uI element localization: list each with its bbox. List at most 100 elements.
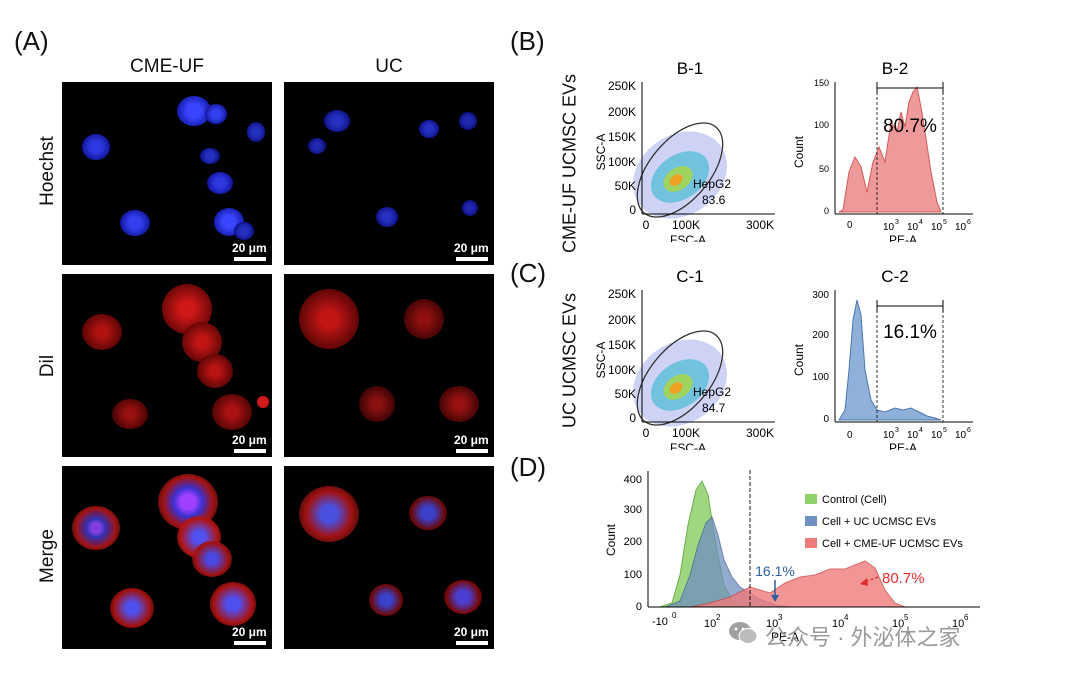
x-tick: 10 xyxy=(832,618,844,630)
legend: Control (Cell) Cell + UC UCMSC EVs Cell … xyxy=(805,494,963,550)
x-tick-exp: 3 xyxy=(778,613,783,622)
b2-percent: 80.7% xyxy=(883,116,937,137)
legend-label: Control (Cell) xyxy=(822,494,887,506)
x-tick: 10 xyxy=(766,618,778,630)
legend-swatch-control xyxy=(805,494,817,504)
scale-bar xyxy=(234,257,266,261)
x-tick: 100K xyxy=(672,426,700,440)
x-tick: 0 xyxy=(643,426,650,440)
legend-label: Cell + CME-UF UCMSC EVs xyxy=(822,538,963,550)
x-tick: 10 xyxy=(907,430,919,441)
scale-bar-label: 20 μm xyxy=(454,241,489,255)
y-tick: 100 xyxy=(812,372,829,383)
y-tick: 100K xyxy=(608,363,636,377)
b1-title: B-1 xyxy=(677,59,703,78)
row-label-cme-uf-evs: CME-UF UCMSC EVs xyxy=(559,74,580,253)
x-tick: 10 xyxy=(907,222,919,233)
row-label-merge: Merge xyxy=(37,529,58,583)
x-tick-exp: 3 xyxy=(895,427,899,434)
annotation-uc-percent: 16.1% xyxy=(755,563,795,579)
x-axis-label: PE-A xyxy=(771,630,799,644)
scale-bar xyxy=(234,641,266,645)
scatter-cloud xyxy=(633,339,727,427)
x-tick-exp: 6 xyxy=(964,613,969,622)
row-label-uc-evs: UC UCMSC EVs xyxy=(559,293,580,429)
x-tick: -10 xyxy=(652,616,668,628)
x-tick: 10 xyxy=(931,430,943,441)
row-label-dil: Dil xyxy=(37,354,58,378)
x-tick-exp: 4 xyxy=(919,219,923,226)
panel-label-b: (B) xyxy=(510,26,545,56)
annotation-cme-percent: 80.7% xyxy=(882,570,925,587)
y-tick: 150K xyxy=(608,338,636,352)
c2-histogram-area xyxy=(838,299,942,421)
y-tick: 250K xyxy=(608,287,636,301)
y-tick: 100 xyxy=(814,120,829,130)
scatter-cloud xyxy=(633,131,727,219)
y-tick: 300 xyxy=(812,290,829,301)
micrograph-dil-cme-uf: 20 μm xyxy=(62,274,272,457)
y-axis-label: SSC-A xyxy=(594,134,608,171)
x-tick-exp: 3 xyxy=(895,219,899,226)
scale-bar-label: 20 μm xyxy=(232,433,267,447)
x-tick: 0 xyxy=(847,220,853,231)
x-tick: 100K xyxy=(672,218,700,232)
y-tick: 200 xyxy=(812,330,829,341)
scale-bar-label: 20 μm xyxy=(232,625,267,639)
y-tick: 0 xyxy=(636,601,642,613)
x-tick-exp: 2 xyxy=(716,613,721,622)
y-tick: 250K xyxy=(608,79,636,93)
y-tick: 400 xyxy=(624,474,642,486)
x-tick: 10 xyxy=(883,430,895,441)
x-axis-label: PE-A xyxy=(889,233,917,242)
micrograph-hoechst-cme-uf: 20 μm xyxy=(62,82,272,265)
legend-swatch-cme xyxy=(805,538,817,548)
gate-hepg2 xyxy=(636,122,724,218)
scale-bar xyxy=(456,449,488,453)
y-tick: 200K xyxy=(608,105,636,119)
scale-bar-label: 20 μm xyxy=(232,241,267,255)
y-axis-label: Count xyxy=(792,135,806,168)
x-axis-label: FSC-A xyxy=(670,233,706,242)
scale-bar xyxy=(456,257,488,261)
b2-histogram-area xyxy=(838,85,942,213)
gate-name: HepG2 xyxy=(693,177,731,191)
y-tick: 150K xyxy=(608,130,636,144)
x-tick: 10 xyxy=(955,430,967,441)
scale-bar xyxy=(456,641,488,645)
x-tick: 0 xyxy=(643,218,650,232)
gate-name: HepG2 xyxy=(693,385,731,399)
y-tick: 100 xyxy=(624,569,642,581)
y-tick: 0 xyxy=(629,411,636,425)
y-axis-label: Count xyxy=(604,523,618,556)
x-axis-label: PE-A xyxy=(889,441,917,450)
y-tick: 0 xyxy=(823,414,829,425)
y-tick: 50K xyxy=(615,179,636,193)
micrograph-merge-uc: 20 μm xyxy=(284,466,494,649)
wechat-logo-icon xyxy=(728,620,758,646)
gate-hepg2 xyxy=(636,330,724,426)
series-cme-area xyxy=(689,560,906,608)
column-label-cme-uf: CME-UF xyxy=(130,56,204,77)
y-tick: 0 xyxy=(824,206,829,216)
micrograph-merge-cme-uf: 20 μm xyxy=(62,466,272,649)
c1-scatter-plot: C-1 0 50K 100K 150K 200K 250K 0 100K 300… xyxy=(594,267,775,450)
x-tick: 10 xyxy=(931,222,943,233)
legend-label: Cell + UC UCMSC EVs xyxy=(822,516,936,528)
scale-bar xyxy=(234,449,266,453)
watermark-text: 公众号 · 外泌体之家 xyxy=(765,625,961,650)
micrograph-hoechst-uc: 20 μm xyxy=(284,82,494,265)
panel-label-a: (A) xyxy=(14,26,49,56)
x-tick: 10 xyxy=(955,222,967,233)
b2-title: B-2 xyxy=(882,59,908,78)
x-axis-label: FSC-A xyxy=(670,441,706,450)
x-tick-exp: 0 xyxy=(672,611,677,620)
x-tick-exp: 4 xyxy=(919,427,923,434)
x-tick-exp: 5 xyxy=(943,219,947,226)
row-label-hoechst: Hoechst xyxy=(37,136,58,206)
y-tick: 300 xyxy=(624,504,642,516)
x-tick: 10 xyxy=(952,618,964,630)
y-axis-label: Count xyxy=(792,343,806,376)
column-label-uc: UC xyxy=(375,56,403,77)
gate-value: 84.7 xyxy=(702,401,726,415)
